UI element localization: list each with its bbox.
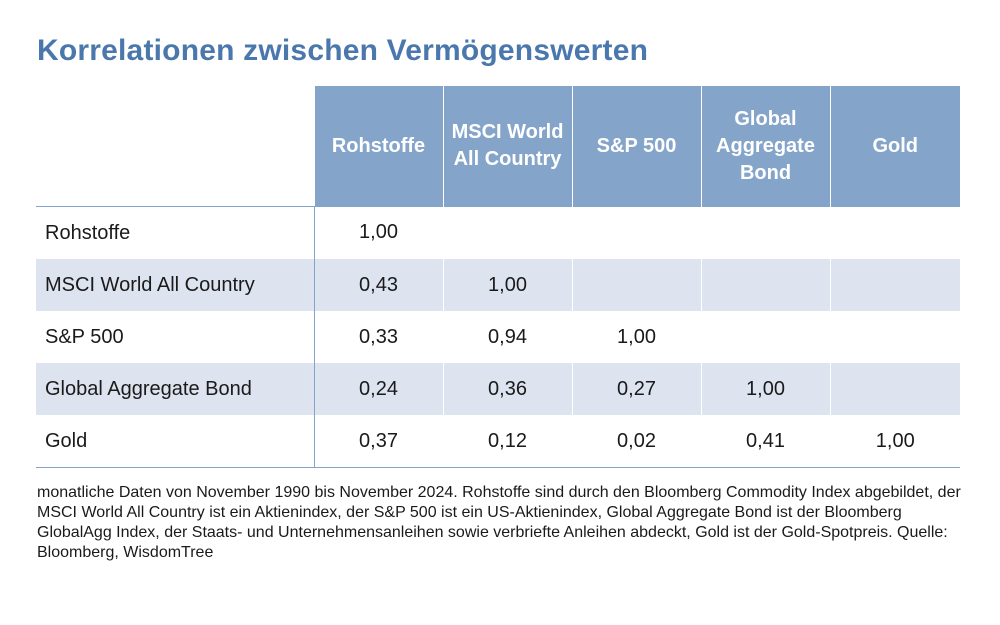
table-cell: 0,33 <box>313 311 443 363</box>
table-row: MSCI World All Country 0,43 1,00 <box>36 259 960 311</box>
table-row: S&P 500 0,33 0,94 1,00 <box>36 311 960 363</box>
row-label: Gold <box>36 415 314 468</box>
table-row: Global Aggregate Bond 0,24 0,36 0,27 1,0… <box>36 363 960 415</box>
table-cell: 1,00 <box>313 206 443 259</box>
table-cell <box>829 259 960 311</box>
column-header: S&P 500 <box>571 86 701 207</box>
column-header: Global Aggregate Bond <box>700 86 830 207</box>
table-cell <box>829 363 960 415</box>
table-cell: 0,43 <box>313 259 443 311</box>
correlation-table: Rohstoffe MSCI World All Country S&P 500… <box>36 86 960 468</box>
table-cell: 1,00 <box>442 259 572 311</box>
table-cell <box>829 206 960 259</box>
row-label: Global Aggregate Bond <box>36 363 314 415</box>
table-cell <box>442 206 572 259</box>
table-cell: 0,94 <box>442 311 572 363</box>
table-cell: 0,27 <box>571 363 701 415</box>
table-cell: 1,00 <box>829 415 960 468</box>
table-cell: 1,00 <box>700 363 830 415</box>
column-header: Gold <box>829 86 960 207</box>
table-cell: 0,12 <box>442 415 572 468</box>
column-header: MSCI World All Country <box>442 86 572 207</box>
table-row: Rohstoffe 1,00 <box>36 206 960 259</box>
table-cell: 0,36 <box>442 363 572 415</box>
table-cell: 1,00 <box>571 311 701 363</box>
corner-cell <box>36 86 314 207</box>
row-label: S&P 500 <box>45 325 124 348</box>
table-cell <box>571 206 701 259</box>
table-cell: 0,41 <box>700 415 830 468</box>
table-cell <box>571 259 701 311</box>
row-label: MSCI World All Country <box>36 259 314 311</box>
table-cell: 0,37 <box>313 415 443 468</box>
column-header: Rohstoffe <box>313 86 443 207</box>
table-cell: 0,24 <box>313 363 443 415</box>
header-row: Rohstoffe MSCI World All Country S&P 500… <box>36 86 960 207</box>
table-cell <box>700 206 830 259</box>
table-cell <box>700 311 830 363</box>
footnote: monatliche Daten von November 1990 bis N… <box>37 484 961 561</box>
table-cell <box>829 311 960 363</box>
chart-title: Korrelationen zwischen Vermögenswerten <box>37 34 649 67</box>
table-cell: 0,02 <box>571 415 701 468</box>
row-label: Rohstoffe <box>45 221 131 244</box>
table-row: Gold 0,37 0,12 0,02 0,41 1,00 <box>36 415 960 468</box>
table-cell <box>700 259 830 311</box>
